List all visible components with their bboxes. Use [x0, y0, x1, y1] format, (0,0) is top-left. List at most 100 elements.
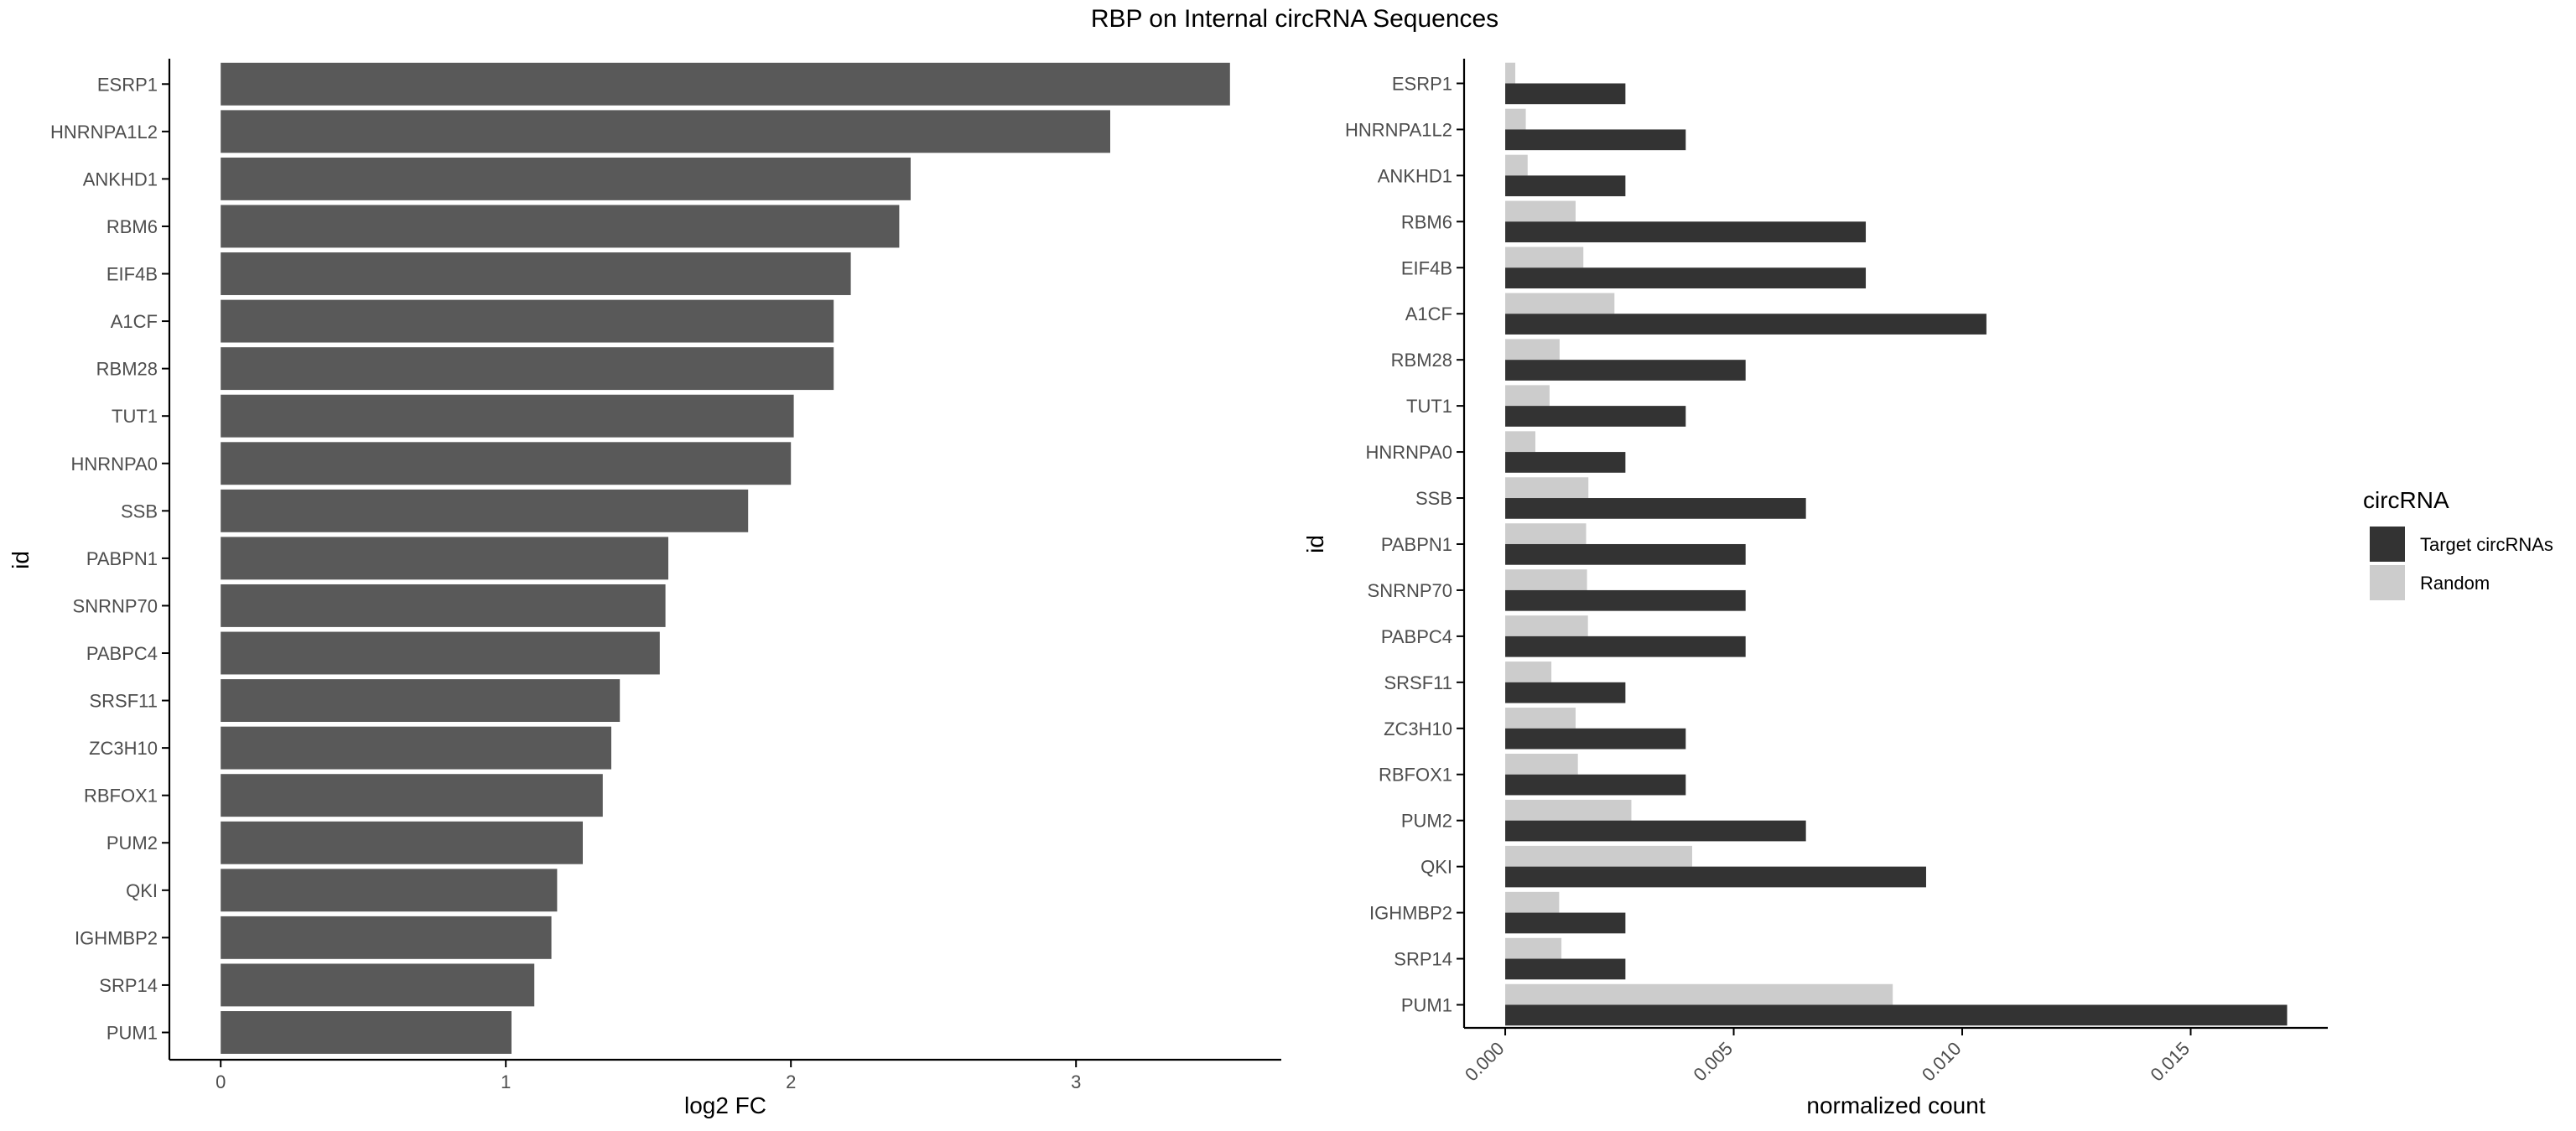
y-tick-label-pabpn1: PABPN1 [86, 548, 158, 569]
right-y-tick-label-pabpn1: PABPN1 [1381, 534, 1452, 555]
right-x-tick-label-2: 0.010 [1918, 1038, 1966, 1086]
y-tick-label-pum1: PUM1 [106, 1022, 158, 1043]
right-y-tick-label-ankhd1: ANKHD1 [1378, 165, 1452, 186]
bar-random-ankhd1 [1505, 154, 1528, 176]
right-bars [1505, 62, 2288, 1026]
bar-target-hnrnpa0 [1505, 452, 1626, 473]
y-tick-label-hnrnpa0: HNRNPA0 [70, 454, 158, 475]
bar-target-a1cf [1505, 314, 1987, 335]
bar-snrnp70 [221, 584, 666, 627]
bar-target-ssb [1505, 498, 1806, 519]
bar-tut1 [221, 394, 794, 438]
legend: circRNA Target circRNAs Random [2363, 487, 2553, 600]
bar-pum2 [221, 821, 583, 864]
bar-target-pabpc4 [1505, 636, 1746, 657]
bar-rbm28 [221, 347, 834, 391]
legend-title: circRNA [2363, 487, 2449, 513]
chart-title: RBP on Internal circRNA Sequences [1091, 5, 1498, 33]
bar-target-ankhd1 [1505, 175, 1626, 197]
right-y-tick-label-ssb: SSB [1415, 488, 1452, 509]
y-tick-label-pum2: PUM2 [106, 833, 158, 853]
right-x-ticks: 0.000 0.005 0.010 0.015 [1461, 1028, 2194, 1085]
right-y-tick-label-srsf11: SRSF11 [1384, 672, 1452, 693]
bar-target-zc3h10 [1505, 728, 1686, 750]
bar-random-srp14 [1505, 937, 1562, 959]
bar-random-srsf11 [1505, 661, 1552, 682]
right-y-ticks: ESRP1 HNRNPA1L2 ANKHD1 RBM6 EIF4B A1CF RBM28 TU… [1345, 73, 1464, 1015]
bar-random-pum2 [1505, 799, 1632, 821]
bar-eif4b [221, 252, 851, 295]
y-tick-label-qki: QKI [126, 880, 158, 901]
bar-target-rbm28 [1505, 360, 1746, 381]
y-tick-label-hnrnpa1l2: HNRNPA1L2 [50, 122, 158, 143]
right-y-tick-label-pum1: PUM1 [1401, 994, 1452, 1015]
bar-esrp1 [221, 62, 1230, 106]
bar-srp14 [221, 963, 535, 1007]
bar-target-esrp1 [1505, 83, 1626, 105]
y-tick-label-snrnp70: SNRNP70 [73, 595, 158, 616]
y-tick-label-esrp1: ESRP1 [97, 74, 158, 95]
right-y-tick-label-pum2: PUM2 [1401, 811, 1452, 832]
bar-random-zc3h10 [1505, 708, 1576, 729]
left-panel: ESRP1 HNRNPA1L2 ANKHD1 RBM6 EIF4B A1CF RBM28 TU… [8, 59, 1281, 1118]
bar-target-snrnp70 [1505, 589, 1746, 611]
bar-random-a1cf [1505, 293, 1615, 314]
left-x-axis-title: log2 FC [684, 1092, 766, 1118]
right-x-tick-label-0: 0.000 [1461, 1038, 1509, 1086]
left-y-axis-title: id [8, 551, 34, 569]
right-y-tick-label-snrnp70: SNRNP70 [1368, 580, 1452, 601]
y-tick-label-ankhd1: ANKHD1 [83, 169, 158, 189]
bar-target-rbm6 [1505, 221, 1867, 243]
y-tick-label-rbm28: RBM28 [96, 359, 158, 380]
right-y-tick-label-eif4b: EIF4B [1401, 257, 1452, 278]
right-y-tick-label-rbm6: RBM6 [1401, 211, 1452, 232]
right-x-tick-label-1: 0.005 [1689, 1038, 1737, 1086]
bar-ssb [221, 489, 749, 532]
left-x-ticks: 0 1 2 3 [216, 1060, 1081, 1092]
bar-pum1 [221, 1011, 512, 1054]
legend-swatch-target [2370, 527, 2405, 562]
y-tick-label-ighmbp2: IGHMBP2 [75, 927, 158, 948]
bar-random-rbfox1 [1505, 753, 1578, 775]
bar-target-hnrnpa1l2 [1505, 129, 1686, 151]
right-y-tick-label-zc3h10: ZC3H10 [1384, 719, 1452, 739]
bar-random-esrp1 [1505, 62, 1516, 84]
legend-label-target: Target circRNAs [2420, 534, 2553, 555]
bar-random-snrnp70 [1505, 569, 1587, 590]
x-tick-label-0: 0 [216, 1071, 226, 1092]
bar-target-rbfox1 [1505, 774, 1686, 796]
bar-qki [221, 869, 558, 912]
legend-label-random: Random [2420, 573, 2490, 594]
bar-random-pabpn1 [1505, 523, 1587, 544]
right-y-tick-label-qki: QKI [1420, 857, 1452, 878]
right-panel: ESRP1 HNRNPA1L2 ANKHD1 RBM6 EIF4B A1CF RBM28 TU… [1302, 59, 2328, 1118]
bar-random-rbm28 [1505, 339, 1560, 361]
x-tick-label-2: 2 [786, 1071, 796, 1092]
bar-random-ighmbp2 [1505, 891, 1560, 913]
bar-random-eif4b [1505, 246, 1584, 268]
bar-random-qki [1505, 845, 1692, 867]
y-tick-label-zc3h10: ZC3H10 [89, 738, 158, 759]
bar-target-srsf11 [1505, 682, 1626, 703]
bar-random-ssb [1505, 477, 1589, 499]
x-tick-label-1: 1 [501, 1071, 511, 1092]
bar-random-pabpc4 [1505, 615, 1588, 636]
y-tick-label-srp14: SRP14 [99, 975, 158, 996]
legend-swatch-random [2370, 565, 2405, 600]
right-y-tick-label-rbfox1: RBFOX1 [1379, 765, 1452, 786]
y-tick-label-pabpc4: PABPC4 [86, 643, 158, 664]
right-y-tick-label-pabpc4: PABPC4 [1381, 626, 1452, 647]
right-y-tick-label-hnrnpa1l2: HNRNPA1L2 [1345, 119, 1452, 140]
bar-pabpc4 [221, 631, 660, 675]
bar-target-qki [1505, 866, 1926, 888]
bar-rbfox1 [221, 774, 603, 817]
y-tick-label-a1cf: A1CF [111, 311, 158, 332]
bar-random-rbm6 [1505, 200, 1576, 222]
right-y-axis-title: id [1302, 535, 1328, 553]
right-y-tick-label-esrp1: ESRP1 [1392, 73, 1452, 94]
right-y-tick-label-tut1: TUT1 [1406, 396, 1452, 417]
bar-srsf11 [221, 679, 621, 723]
right-y-tick-label-rbm28: RBM28 [1391, 350, 1452, 371]
y-tick-label-rbm6: RBM6 [106, 216, 158, 237]
